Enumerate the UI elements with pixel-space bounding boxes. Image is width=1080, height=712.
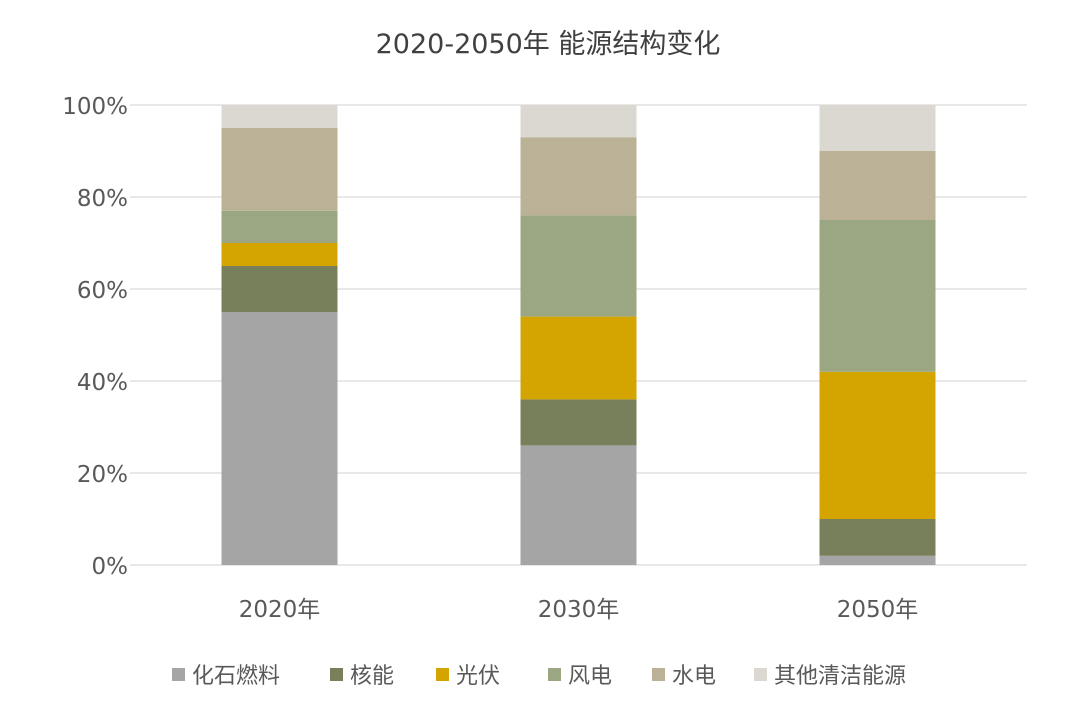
legend-item: 光伏 <box>436 664 500 689</box>
bar-segment <box>221 105 338 128</box>
bar-segment <box>221 243 338 266</box>
bar-segment <box>819 105 936 151</box>
chart-title: 2020-2050年 能源结构变化 <box>376 29 721 60</box>
legend-item: 核能 <box>330 664 394 689</box>
x-tick-label: 2020年 <box>239 597 321 623</box>
legend-item: 水电 <box>652 664 716 689</box>
bar-segment <box>520 215 637 317</box>
legend-label: 风电 <box>568 664 612 689</box>
bar-segment <box>520 445 637 565</box>
legend-item: 风电 <box>548 664 612 689</box>
y-tick-label: 0% <box>92 554 129 580</box>
bar-segment <box>819 151 936 220</box>
bar-segment <box>520 316 637 400</box>
legend-item: 其他清洁能源 <box>754 664 906 689</box>
bar-segment <box>520 399 637 446</box>
y-tick-label: 60% <box>77 278 128 304</box>
x-tick-label: 2030年 <box>538 597 620 623</box>
bar-segment <box>819 519 936 556</box>
bar-segment <box>221 312 338 565</box>
legend-label: 核能 <box>350 664 394 689</box>
legend-label: 其他清洁能源 <box>774 664 906 689</box>
legend-label: 化石燃料 <box>192 664 280 689</box>
x-tick-label: 2050年 <box>837 597 919 623</box>
bar-segment <box>819 371 936 519</box>
y-tick-label: 80% <box>77 186 128 212</box>
legend-swatch <box>436 668 449 681</box>
legend-label: 光伏 <box>456 664 500 689</box>
bar-segment <box>819 220 936 372</box>
bar-segment <box>520 105 637 138</box>
legend-swatch <box>548 668 561 681</box>
legend-label: 水电 <box>672 664 716 689</box>
bar-segment <box>221 266 338 312</box>
bar-segment <box>221 210 338 243</box>
legend-swatch <box>754 668 767 681</box>
y-tick-label: 100% <box>62 94 128 120</box>
bar-segment <box>819 555 936 565</box>
legend-swatch <box>330 668 343 681</box>
legend-item: 化石燃料 <box>172 664 280 689</box>
y-tick-label: 40% <box>77 370 128 396</box>
legend-swatch <box>652 668 665 681</box>
y-tick-label: 20% <box>77 462 128 488</box>
bar-segment <box>520 137 637 216</box>
bar-segment <box>221 128 338 211</box>
legend-swatch <box>172 668 185 681</box>
